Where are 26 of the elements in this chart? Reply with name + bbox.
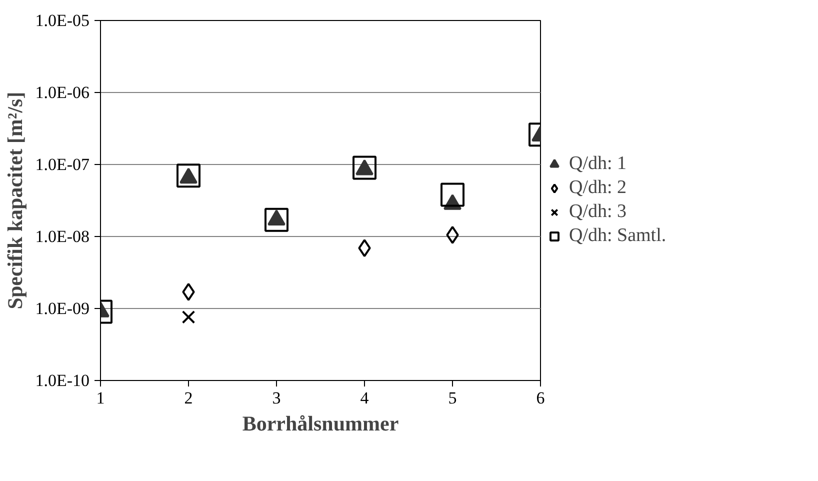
- y-tick-label: 1.0E-10: [35, 371, 90, 390]
- legend-label: Q/dh: Samtl.: [569, 225, 666, 247]
- y-tick-label: 1.0E-05: [35, 11, 90, 30]
- point: [352, 156, 376, 180]
- legend-label: Q/dh: 3: [569, 201, 627, 223]
- x-tick-label: 2: [184, 388, 193, 408]
- y-axis-title: Specifik kapacitet [m²/s]: [3, 92, 28, 310]
- y-tick-label: 1.0E-09: [35, 299, 90, 318]
- legend-label: Q/dh: 1: [569, 153, 627, 175]
- y-tick-label: 1.0E-06: [35, 83, 90, 102]
- x-tick-label: 5: [448, 388, 457, 408]
- point: [182, 310, 196, 324]
- legend-label: Q/dh: 2: [569, 177, 627, 199]
- point: [176, 164, 200, 188]
- x-axis-title: Borrhålsnummer: [242, 412, 399, 436]
- y-tick-label: 1.0E-07: [35, 155, 90, 174]
- x-tick-label: 1: [96, 388, 105, 408]
- point: [446, 226, 459, 244]
- x-tick-label: 3: [272, 388, 281, 408]
- y-tick-label: 1.0E-08: [35, 227, 90, 246]
- point: [440, 182, 464, 207]
- point: [264, 208, 288, 232]
- point: [182, 282, 195, 301]
- x-tick-label: 4: [360, 388, 370, 408]
- x-tick-label: 6: [536, 388, 545, 408]
- point: [358, 239, 371, 258]
